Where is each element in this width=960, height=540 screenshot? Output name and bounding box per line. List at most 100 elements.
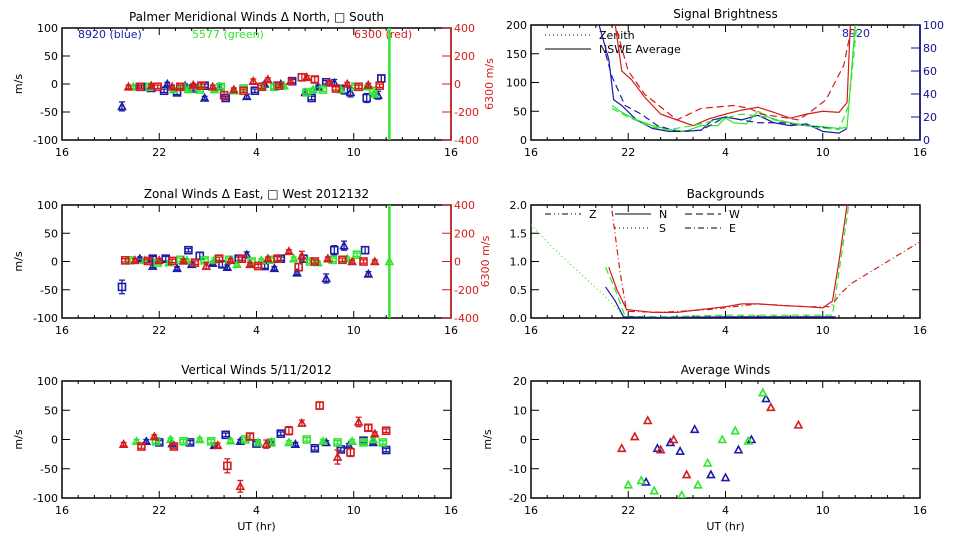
triangle-marker [241,91,252,101]
square-marker [310,443,320,453]
y-tick-label: 100 [37,22,58,35]
data-point-8920 [195,251,205,261]
x-tick-label: 22 [152,324,166,337]
y-tick-label: 50 [44,50,58,63]
data-point-8920 [184,245,193,255]
square-marker [253,261,263,271]
data-point-8920 [761,393,771,403]
square-marker [284,426,294,436]
y-tick-label: 50 [513,105,527,118]
y-tick-label: -50 [40,284,58,297]
triangle-marker [228,84,239,94]
data-point-8920 [706,469,716,479]
data-point-6300 [137,442,146,451]
triangle-marker [288,253,299,263]
x-tick-label: 16 [444,324,458,337]
square-marker [273,254,282,263]
triangle-marker [261,438,272,448]
legend-label: NSWE Average [599,43,681,56]
data-point-6300 [681,469,692,479]
right-y-tick-label: 40 [923,88,937,101]
triangle-marker [642,415,653,425]
data-point-6300 [294,262,303,272]
right-y-tick-label: 80 [923,42,937,55]
data-point-6300 [120,256,130,265]
y-axis-label: m/s [12,74,25,94]
square-marker [245,432,255,441]
triangle-marker [222,261,233,271]
data-point-5577 [333,438,342,447]
data-point-8920 [117,279,127,295]
data-point-6300 [359,257,368,266]
data-point-5577 [623,479,634,489]
data-point-8920 [733,444,744,454]
x-tick-label: 4 [722,146,729,159]
data-point-6300 [228,84,239,94]
data-point-6300 [310,75,320,84]
square-marker [352,250,362,260]
square-marker [329,245,339,255]
triangle-marker [369,88,380,98]
triangle-marker [263,74,273,84]
right-y-tick-label: -400 [454,312,479,325]
square-marker [274,81,284,90]
series-line-5577-NSWE-avg [611,25,856,132]
data-point-5577 [318,436,328,446]
square-marker [197,81,206,90]
triangle-marker [212,440,223,450]
data-point-6300 [149,431,160,441]
x-tick-label: 22 [621,324,635,337]
data-point-6300 [363,79,374,89]
data-layer [598,25,858,134]
x-tick-label: 10 [816,504,830,517]
data-point-6300 [197,81,206,90]
legend-label: N [659,208,667,221]
data-point-5577 [131,436,142,446]
data-point-8920 [199,92,210,102]
data-point-6300 [190,258,200,267]
triangle-marker [225,255,236,265]
triangle-marker [353,416,364,426]
right-y-tick-label: 0 [923,134,930,147]
data-point-6300 [284,425,294,436]
data-point-6300 [297,250,307,262]
y-tick-label: 10 [513,404,527,417]
legend-label: Z [589,208,597,221]
plot-frame [61,204,452,319]
square-marker [223,461,232,471]
square-marker [216,82,226,92]
x-tick-label: 16 [913,504,927,517]
series-line-8920-zenith [604,53,831,132]
chart-title: Vertical Winds 5/11/2012 [181,363,332,377]
data-point-6300 [167,256,177,266]
data-point-8920 [222,261,233,271]
data-point-6300 [257,82,266,92]
right-y-tick-label: -200 [454,284,479,297]
triangle-marker [235,481,246,491]
square-marker [338,255,347,265]
series-line-red-Z [611,210,920,313]
data-point-6300 [248,76,259,85]
series-line-green-S [531,224,626,318]
triangle-marker [636,475,647,485]
data-point-5577 [288,253,299,263]
data-point-6300 [655,444,666,454]
data-point-6300 [375,81,384,90]
y-tick-label: 0.0 [510,312,528,325]
square-marker [315,401,325,410]
data-point-5577 [730,425,741,435]
x-tick-label: 16 [524,504,538,517]
data-point-6300 [176,82,185,92]
data-point-8920 [362,92,372,104]
triangle-marker [324,77,335,87]
x-tick-label: 22 [152,146,166,159]
y-tick-label: 150 [506,48,527,61]
square-marker [257,82,266,92]
data-point-5577 [225,435,236,445]
data-point-5577 [308,84,319,94]
y-tick-label: -20 [509,492,527,505]
triangle-marker [285,76,296,85]
x-tick-label: 22 [152,504,166,517]
triangle-marker [616,443,627,453]
triangle-marker [131,436,142,446]
